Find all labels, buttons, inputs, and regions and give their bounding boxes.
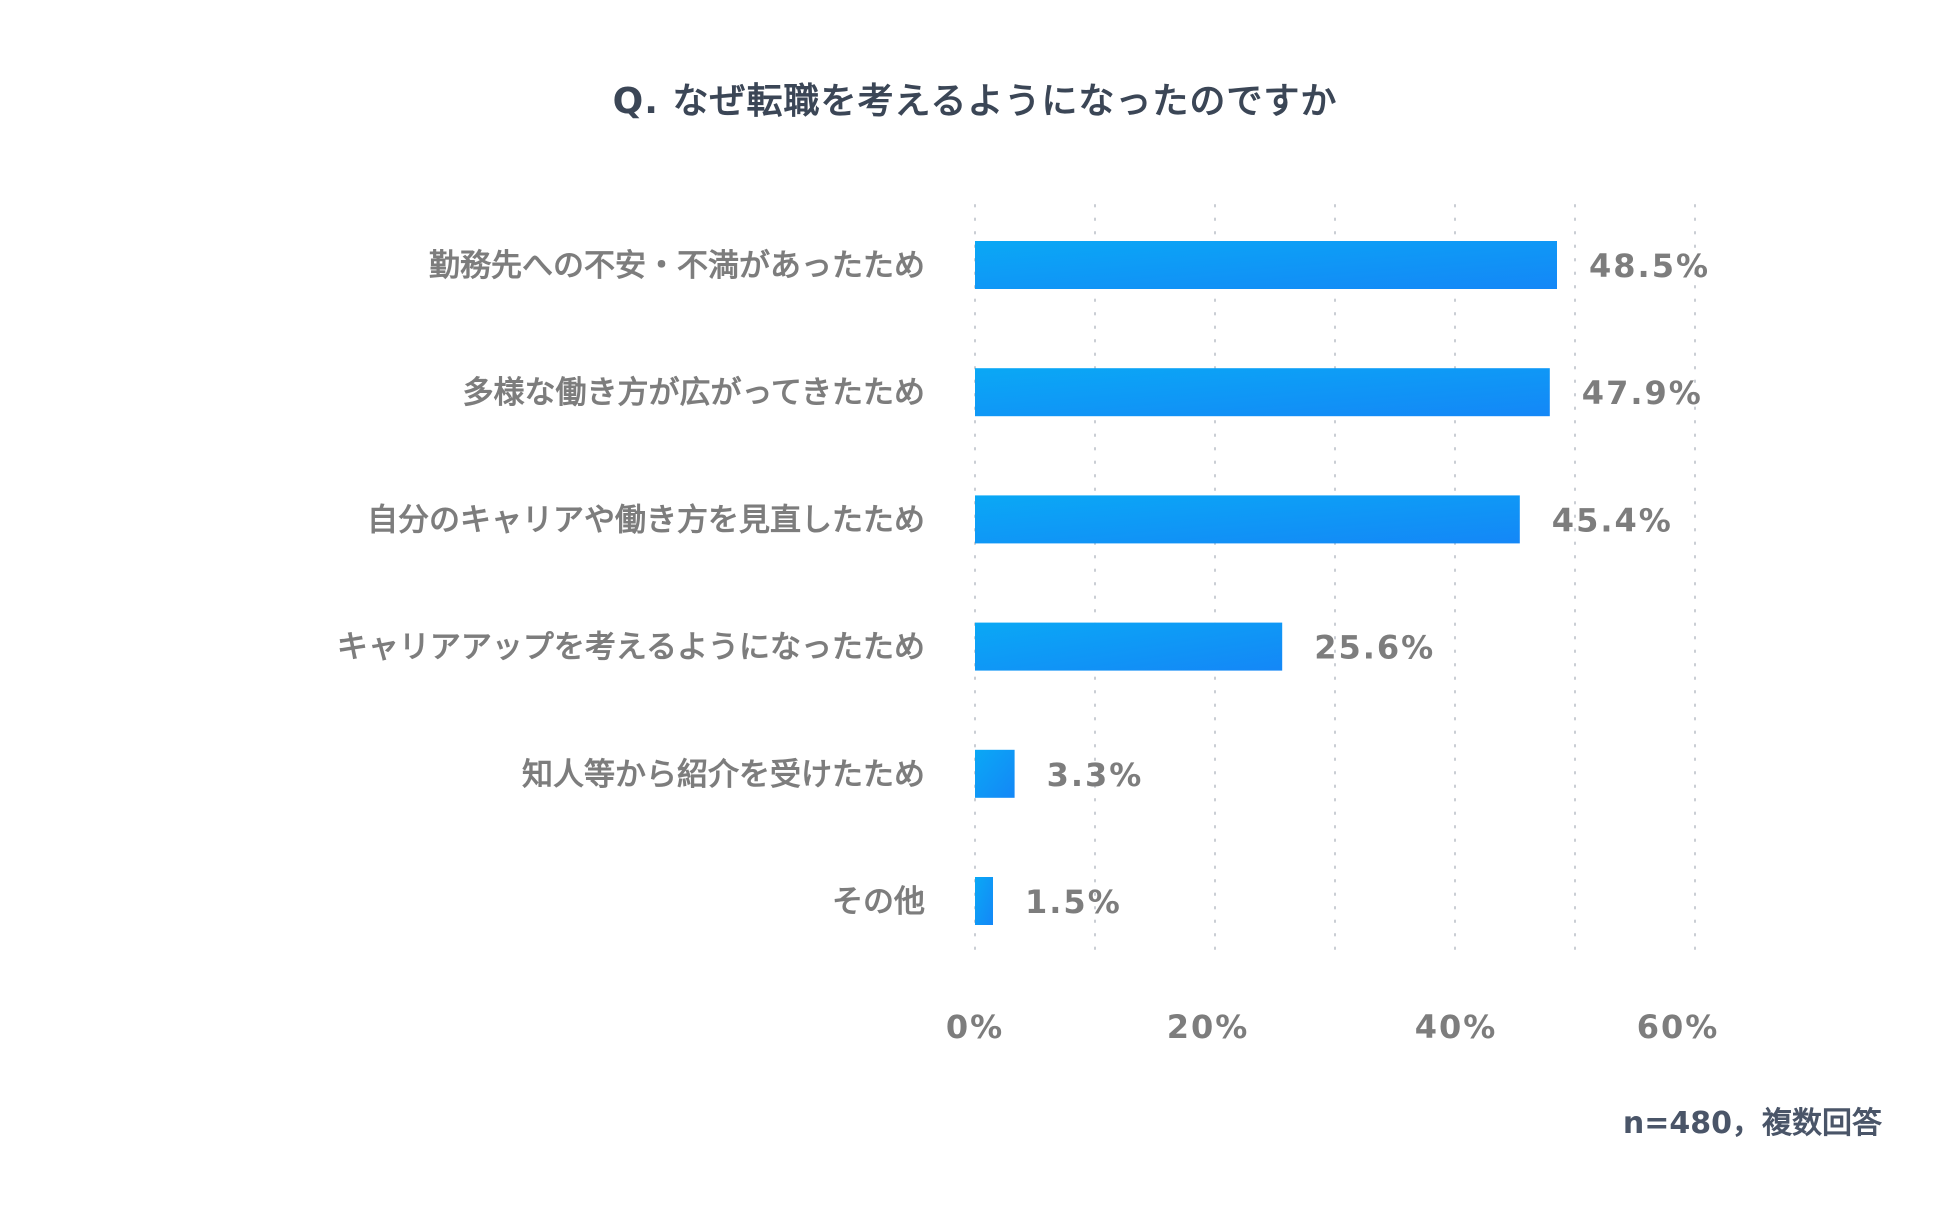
chart-title: Q. なぜ転職を考えるようになったのですか bbox=[612, 81, 1338, 122]
tick-label: 60% bbox=[1637, 1008, 1720, 1046]
value-label: 47.9% bbox=[1582, 374, 1703, 412]
value-label: 25.6% bbox=[1314, 629, 1435, 667]
x-axis-ticks: 0% 20% 40% 60% bbox=[946, 1008, 1720, 1046]
bar bbox=[975, 749, 1015, 798]
value-labels: 48.5% 47.9% 45.4% 25.6% 3.3% 1.5% bbox=[1025, 247, 1710, 921]
bar bbox=[975, 495, 1520, 544]
bar bbox=[975, 368, 1550, 417]
tick-label: 20% bbox=[1167, 1008, 1250, 1046]
value-label: 3.3% bbox=[1047, 756, 1144, 794]
category-label: その他 bbox=[832, 884, 925, 920]
value-label: 45.4% bbox=[1552, 501, 1673, 539]
tick-label: 40% bbox=[1415, 1008, 1498, 1046]
bar bbox=[975, 622, 1283, 671]
value-label: 1.5% bbox=[1025, 883, 1122, 921]
grid-lines bbox=[974, 204, 1696, 956]
sample-note: n=480，複数回答 bbox=[1622, 1106, 1882, 1141]
category-label: 多様な働き方が広がってきたため bbox=[462, 375, 925, 411]
tick-label: 0% bbox=[946, 1008, 1004, 1046]
category-label: キャリアアップを考えるようになったため bbox=[337, 630, 925, 666]
bar bbox=[975, 241, 1557, 289]
category-label: 知人等から紹介を受けたため bbox=[522, 757, 925, 793]
category-label: 勤務先への不安・不満があったため bbox=[429, 248, 925, 284]
value-label: 48.5% bbox=[1589, 247, 1710, 285]
bars bbox=[975, 241, 1557, 925]
bar bbox=[975, 877, 993, 925]
category-label: 自分のキャリアや働き方を見直したため bbox=[367, 502, 925, 538]
category-labels: 勤務先への不安・不満があったため多様な働き方が広がってきたため自分のキャリアや働… bbox=[337, 248, 925, 920]
